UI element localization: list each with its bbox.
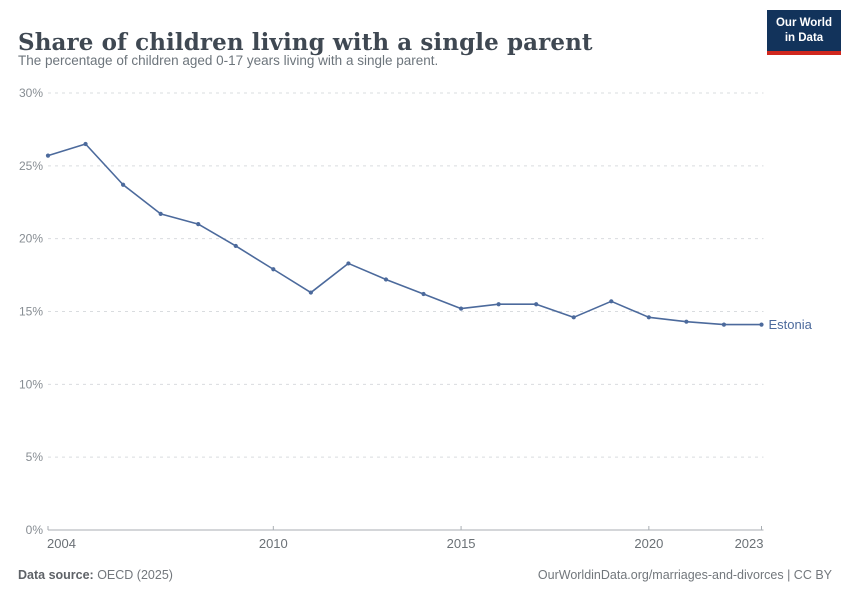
citation-link[interactable]: OurWorldinData.org/marriages-and-divorce… [537, 568, 832, 582]
data-point[interactable] [496, 302, 501, 307]
data-point[interactable] [609, 299, 614, 304]
y-axis-label: 5% [26, 450, 44, 464]
data-point[interactable] [308, 290, 313, 295]
data-point[interactable] [45, 153, 51, 158]
data-point[interactable] [271, 267, 276, 272]
page-subtitle: The percentage of children aged 0-17 yea… [18, 53, 439, 68]
data-point[interactable] [646, 315, 651, 320]
x-axis-label: 2015 [447, 536, 476, 551]
data-source: Data source: OECD (2025) [18, 568, 173, 582]
data-point[interactable] [684, 319, 689, 324]
data-point[interactable] [83, 141, 88, 147]
data-source-label: Data source: [18, 568, 94, 582]
data-point[interactable] [158, 211, 163, 217]
footer: Data source: OECD (2025) OurWorldinData.… [18, 568, 832, 582]
logo-line2: in Data [784, 31, 824, 44]
data-point[interactable] [458, 306, 464, 311]
data-point[interactable] [121, 182, 126, 187]
x-axis-label: 2020 [634, 536, 663, 551]
data-point[interactable] [721, 322, 727, 327]
data-point[interactable] [534, 302, 539, 307]
y-axis-label: 0% [26, 523, 44, 537]
owid-logo[interactable]: Our World in Data [767, 10, 841, 55]
line-chart: 0% 5% 10% 15% 20% 25% 30% 2004 2010 2015 2020 2023 E… [19, 86, 813, 551]
data-line [47, 143, 763, 326]
y-axis-label: 25% [19, 159, 43, 173]
data-point[interactable] [233, 243, 238, 249]
data-point[interactable] [759, 322, 764, 327]
y-axis-label: 10% [19, 377, 43, 391]
data-point[interactable] [421, 291, 426, 297]
y-axis-label: 20% [19, 232, 43, 246]
y-axis-label: 30% [19, 86, 43, 100]
data-point[interactable] [196, 222, 201, 227]
x-axis-label: 2004 [47, 536, 76, 551]
x-axis-label: 2010 [259, 536, 288, 551]
series-label: Estonia [769, 317, 813, 332]
page-title: Share of children living with a single p… [18, 29, 593, 57]
logo-line1: Our World [775, 17, 832, 29]
data-point[interactable] [571, 315, 576, 320]
data-point[interactable] [346, 261, 351, 266]
y-axis-label: 15% [19, 305, 43, 319]
data-point[interactable] [383, 277, 389, 282]
x-axis-label: 2023 [735, 536, 764, 551]
data-source-value: OECD (2025) [93, 568, 173, 582]
